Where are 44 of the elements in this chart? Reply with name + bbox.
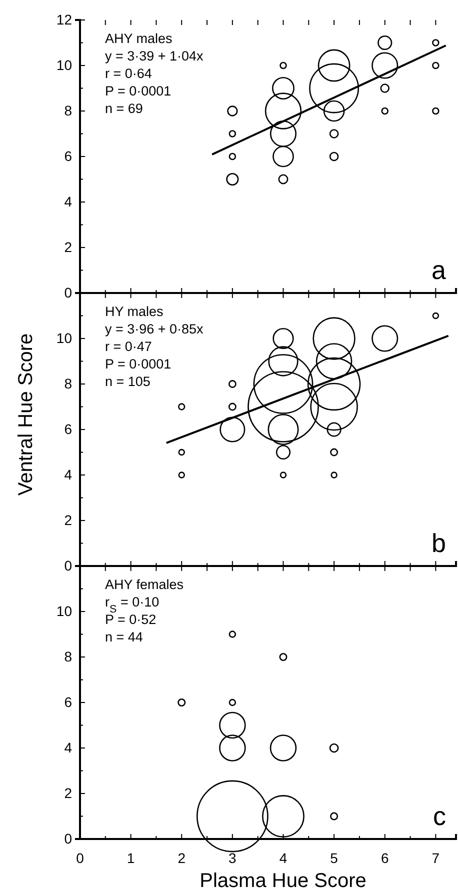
y-tick-label: 4 [64,466,72,482]
y-tick-label: 8 [64,102,72,118]
annotation: c [433,801,446,831]
annotation: a [432,255,447,285]
annotation: AHY males [105,31,173,46]
x-tick-label: 4 [279,850,288,866]
y-tick-label: 2 [64,512,72,528]
annotation: b [432,528,446,558]
annotation: r = 0·64 [105,66,152,81]
y-tick-label: 10 [56,330,72,346]
y-tick-label: 6 [64,148,72,164]
x-tick-label: 0 [76,850,84,866]
annotation: r = 0·47 [105,339,152,354]
annotation: y = 3·39 + 1·04x [105,48,204,64]
annotation: HY males [105,304,164,319]
y-tick-label: 8 [64,648,72,664]
y-tick-label: 6 [64,694,72,710]
y-tick-label: 2 [64,238,72,255]
x-tick-label: 6 [380,850,389,866]
y-tick-label: 4 [64,193,72,210]
y-tick-label: 0 [64,830,72,846]
annotation: n = 105 [105,374,150,389]
x-tick-label: 7 [432,850,440,866]
y-tick-label: 12 [56,11,72,28]
x-tick-label: 2 [178,850,186,866]
x-tick-label: 3 [228,850,237,866]
y-tick-label: 2 [64,784,72,801]
y-tick-label: 4 [64,739,72,756]
x-tick-label: 1 [126,850,135,866]
y-axis-title: Ventral Hue Score [15,333,37,496]
annotation: P = 0·0001 [105,84,172,98]
annotation: y = 3·96 + 0·85x [105,322,204,336]
y-tick-label: 0 [64,557,72,574]
annotation: n = 44 [105,630,144,644]
y-tick-label: 0 [64,284,72,300]
annotation: AHY females [105,577,184,592]
y-tick-label: 10 [56,602,72,619]
annotation: n = 69 [105,101,143,116]
y-tick-label: 8 [64,375,72,392]
x-tick-label: 5 [330,850,338,866]
y-tick-label: 6 [64,420,72,437]
y-tick-label: 10 [56,56,72,73]
annotation: P = 0·0001 [105,356,172,372]
x-axis-title: Plasma Hue Score [200,870,366,892]
